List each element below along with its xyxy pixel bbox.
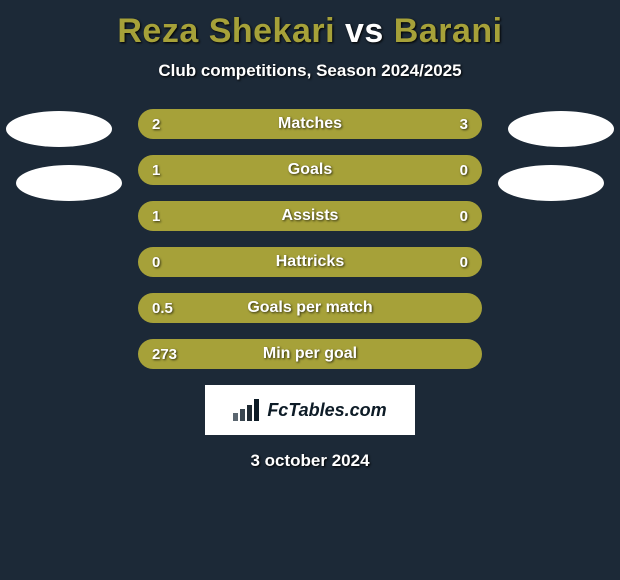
subtitle: Club competitions, Season 2024/2025: [0, 61, 620, 81]
stat-row: Goals10: [138, 155, 482, 185]
stat-bar-track: [138, 201, 482, 231]
vs-text: vs: [345, 12, 384, 50]
stat-value-right: 3: [460, 109, 468, 139]
content-area: Matches23Goals10Assists10Hattricks00Goal…: [0, 109, 620, 471]
stat-row: Hattricks00: [138, 247, 482, 277]
stat-bar-left: [138, 247, 310, 277]
stat-row: Min per goal273: [138, 339, 482, 369]
stat-value-right: 0: [460, 155, 468, 185]
stat-bar-track: [138, 293, 482, 323]
stat-value-left: 1: [152, 201, 160, 231]
stat-bar-track: [138, 339, 482, 369]
player2-name: Barani: [394, 12, 503, 50]
stat-value-left: 0: [152, 247, 160, 277]
stat-bar-track: [138, 155, 482, 185]
stat-value-left: 0.5: [152, 293, 173, 323]
brand-badge: FcTables.com: [205, 385, 415, 435]
team-logo-right-1: [508, 111, 614, 147]
stat-bar-right: [310, 247, 482, 277]
stat-row: Matches23: [138, 109, 482, 139]
brand-text: FcTables.com: [267, 400, 386, 421]
stat-bar-right: [399, 201, 482, 231]
stat-bar-left: [138, 339, 482, 369]
stat-bar-right: [276, 109, 482, 139]
team-logo-left-1: [6, 111, 112, 147]
stat-bar-left: [138, 201, 399, 231]
team-logo-right-2: [498, 165, 604, 201]
stat-value-left: 2: [152, 109, 160, 139]
stat-bar-track: [138, 247, 482, 277]
stat-bar-left: [138, 155, 399, 185]
stats-bars: Matches23Goals10Assists10Hattricks00Goal…: [138, 109, 482, 369]
stat-row: Goals per match0.5: [138, 293, 482, 323]
team-logo-left-2: [16, 165, 122, 201]
stat-value-left: 273: [152, 339, 177, 369]
stat-value-left: 1: [152, 155, 160, 185]
stat-value-right: 0: [460, 247, 468, 277]
stat-row: Assists10: [138, 201, 482, 231]
stat-bar-track: [138, 109, 482, 139]
stat-value-right: 0: [460, 201, 468, 231]
date-label: 3 october 2024: [0, 451, 620, 471]
brand-icon: [233, 399, 261, 421]
stat-bar-right: [399, 155, 482, 185]
page-title: Reza Shekari vs Barani: [0, 12, 620, 51]
stat-bar-left: [138, 293, 482, 323]
player1-name: Reza Shekari: [117, 12, 335, 50]
comparison-card: Reza Shekari vs Barani Club competitions…: [0, 0, 620, 471]
